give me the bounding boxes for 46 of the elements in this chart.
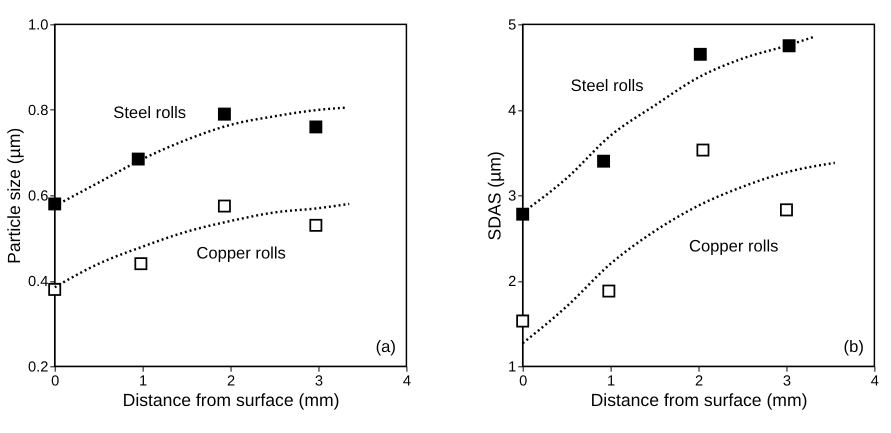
y-tick-label: 0.6	[28, 188, 48, 205]
point	[782, 39, 796, 52]
y-tick-label: 0.8	[28, 103, 48, 120]
y-tick-label: 2	[508, 274, 516, 290]
y-axis-title: Particle size (µm)	[4, 128, 24, 264]
y-axis-title: SDAS (µm)	[484, 151, 504, 240]
x-tick-label: 4	[870, 373, 879, 390]
y-tick-label: 0.2	[28, 360, 48, 376]
point	[48, 197, 62, 210]
point	[132, 152, 145, 166]
x-tick-label: 3	[314, 373, 324, 390]
x-tick-label: 2	[694, 373, 704, 390]
x-tick-label: 1	[607, 373, 616, 390]
point	[48, 282, 62, 296]
annotation: Copper rolls	[196, 243, 286, 262]
point	[694, 48, 707, 61]
x-tick-label: 2	[226, 373, 236, 390]
y-tick-label: 0.4	[28, 274, 48, 290]
annotation: Steel rolls	[113, 103, 186, 122]
x-axis-title: Distance from surface (mm)	[122, 390, 340, 410]
x-tick-label: 0	[519, 373, 528, 390]
annotation: Copper rolls	[688, 236, 778, 256]
x-tick-label: 4	[402, 373, 411, 390]
point	[218, 200, 231, 212]
point	[134, 257, 148, 270]
point	[309, 218, 322, 232]
point	[602, 284, 616, 298]
y-tick-label: 4	[508, 103, 516, 120]
point	[218, 108, 231, 121]
y-tick-label: 1	[508, 360, 516, 376]
x-axis-title: Distance from surface (mm)	[590, 390, 808, 410]
annotation: Steel rolls	[570, 76, 644, 95]
point	[309, 120, 322, 134]
x-tick-label: 1	[139, 373, 148, 390]
y-tick-label: 3	[508, 188, 516, 205]
point	[597, 154, 610, 168]
point	[516, 314, 530, 328]
x-tick-label: 0	[51, 373, 60, 390]
point	[696, 144, 710, 156]
annotation: (b)	[844, 337, 864, 356]
point	[516, 208, 530, 221]
annotation: (a)	[376, 337, 396, 356]
point	[780, 203, 793, 216]
y-tick-label: 1.0	[28, 18, 48, 34]
x-tick-label: 3	[782, 373, 792, 390]
y-tick-label: 5	[508, 18, 516, 34]
